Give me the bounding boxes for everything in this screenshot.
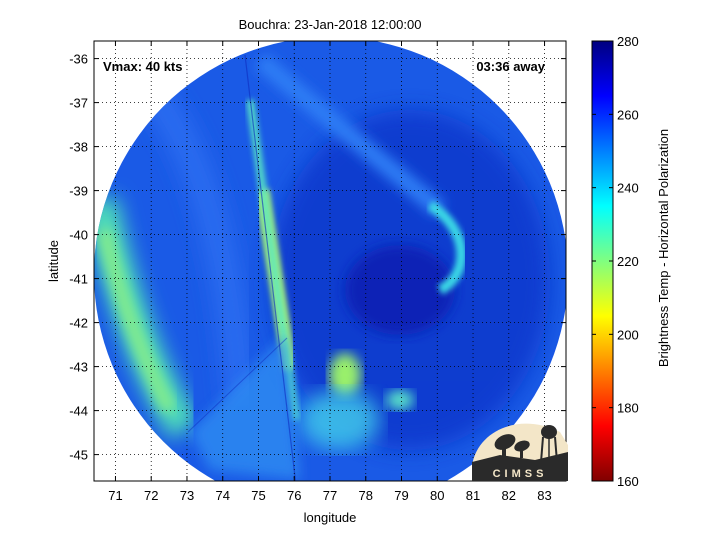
x-tick-label: 80 xyxy=(430,488,444,503)
time-away-annotation: 03:36 away xyxy=(476,59,545,74)
x-axis-label: longitude xyxy=(304,510,357,525)
colorbar-tick-label: 200 xyxy=(617,327,639,342)
y-tick-label: -39 xyxy=(69,184,88,199)
x-tick-label: 78 xyxy=(359,488,373,503)
x-tick-label: 79 xyxy=(394,488,408,503)
y-tick-label: -41 xyxy=(69,272,88,287)
cimss-logo: CIMSS xyxy=(472,423,568,481)
vmax-annotation: Vmax: 40 kts xyxy=(103,59,183,74)
y-tick-label: -44 xyxy=(69,404,88,419)
x-tick-label: 72 xyxy=(144,488,158,503)
y-tick-label: -36 xyxy=(69,52,88,67)
colorbar-tick-label: 240 xyxy=(617,181,639,196)
x-tick-label: 75 xyxy=(251,488,265,503)
y-tick-label: -37 xyxy=(69,96,88,111)
colorbar-label: Brightness Temp - Horizontal Polarizatio… xyxy=(656,129,671,367)
y-tick-label: -43 xyxy=(69,360,88,375)
x-tick-label: 81 xyxy=(466,488,480,503)
y-axis-label: latitude xyxy=(46,240,61,282)
colorbar-tick-label: 220 xyxy=(617,254,639,269)
x-tick-label: 71 xyxy=(108,488,122,503)
cimss-logo-text: CIMSS xyxy=(493,468,548,480)
y-axis-ticks: -36 -37 -38 -39 -40 -41 -42 -43 -44 -45 xyxy=(69,52,566,463)
colorbar-tick-label: 280 xyxy=(617,34,639,49)
colorbar-ticks: 160 180 200 220 240 260 280 xyxy=(592,34,639,489)
grid-lines xyxy=(94,41,566,481)
x-tick-label: 74 xyxy=(215,488,229,503)
x-tick-label: 83 xyxy=(537,488,551,503)
y-tick-label: -42 xyxy=(69,316,88,331)
y-tick-label: -40 xyxy=(69,228,88,243)
x-tick-label: 73 xyxy=(180,488,194,503)
x-tick-label: 77 xyxy=(323,488,337,503)
chart-title: Bouchra: 23-Jan-2018 12:00:00 xyxy=(239,17,422,32)
x-tick-label: 76 xyxy=(287,488,301,503)
y-tick-label: -38 xyxy=(69,140,88,155)
colorbar-tick-label: 160 xyxy=(617,474,639,489)
colorbar-tick-label: 260 xyxy=(617,107,639,122)
y-tick-label: -45 xyxy=(69,448,88,463)
x-tick-label: 82 xyxy=(502,488,516,503)
colorbar-tick-label: 180 xyxy=(617,401,639,416)
